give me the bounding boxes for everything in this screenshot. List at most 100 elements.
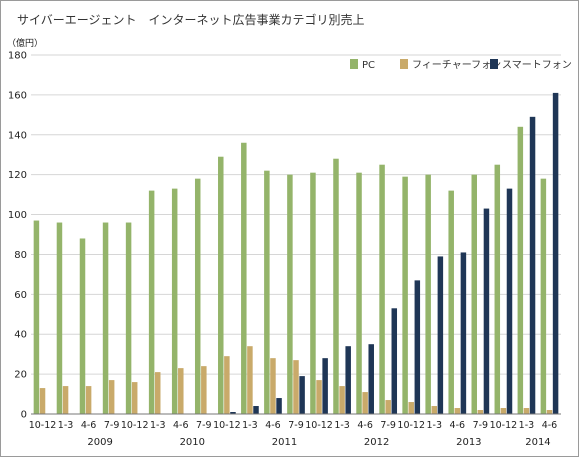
bar-pc (218, 156, 224, 414)
x-tick-label: 4-6 (542, 420, 558, 431)
bar-featurephone (500, 408, 507, 414)
x-tick-label: 1-3 (519, 420, 535, 431)
bar-smartphone (414, 280, 421, 414)
bar-featurephone (270, 358, 276, 414)
bar-smartphone (529, 116, 536, 415)
bar-smartphone (460, 252, 467, 414)
legend-label: フィーチャーフォン (412, 59, 501, 71)
bar-smartphone (437, 256, 444, 414)
bar-pc (56, 222, 63, 414)
x-tick-label: 1-3 (58, 420, 74, 431)
bar-pc (148, 190, 155, 414)
y-tick-label: 80 (14, 250, 27, 261)
legend-swatch (490, 59, 498, 69)
x-tick-label: 10-12 (305, 420, 333, 431)
bar-smartphone (299, 376, 305, 414)
bar-featurephone (201, 366, 207, 414)
bar-pc (310, 172, 316, 414)
bar-smartphone (322, 358, 328, 414)
bar-pc (287, 174, 293, 414)
year-label: 2011 (272, 437, 297, 448)
y-tick-label: 20 (14, 370, 27, 381)
bar-smartphone (276, 398, 282, 414)
bar-smartphone (483, 208, 490, 414)
bar-smartphone (230, 412, 236, 414)
bar-featurephone (131, 382, 138, 414)
x-tick-label: 10-12 (397, 420, 425, 431)
bar-featurephone (454, 408, 461, 414)
legend-label: スマートフォン (502, 60, 572, 71)
bar-featurephone (408, 402, 414, 414)
legend-label: PC (362, 60, 375, 71)
y-axis-unit: （億円） (7, 37, 43, 49)
bar-pc (425, 174, 431, 414)
x-tick-label: 10-12 (29, 420, 57, 431)
year-label: 2010 (180, 437, 205, 448)
bar-featurephone (154, 372, 161, 414)
bar-featurephone (316, 380, 322, 414)
bar-featurephone (362, 392, 368, 414)
x-tick-label: 7-9 (473, 420, 489, 431)
x-tick-label: 4-6 (265, 420, 281, 431)
year-label: 2009 (87, 437, 112, 448)
bar-featurephone (339, 386, 345, 414)
year-label: 2013 (456, 437, 481, 448)
y-tick-label: 120 (8, 170, 27, 181)
bar-pc (540, 178, 547, 414)
y-tick-label: 180 (8, 51, 27, 62)
y-tick-label: 100 (8, 210, 27, 221)
bar-smartphone (506, 188, 513, 414)
bar-featurephone (108, 380, 115, 414)
x-tick-label: 4-6 (173, 420, 189, 431)
bar-smartphone (552, 92, 559, 415)
bar-featurephone (293, 360, 299, 414)
bar-featurephone (546, 410, 553, 414)
x-tick-label: 1-3 (150, 420, 166, 431)
bar-pc (33, 220, 40, 414)
bar-pc (402, 176, 408, 414)
y-tick-label: 60 (14, 290, 27, 301)
x-tick-label: 1-3 (426, 420, 442, 431)
bar-pc (356, 172, 362, 414)
legend-swatch (350, 59, 358, 69)
bar-pc (333, 158, 339, 414)
bar-pc (125, 222, 132, 414)
y-tick-label: 0 (21, 410, 27, 421)
y-tick-label: 160 (8, 90, 27, 101)
bar-smartphone (253, 406, 259, 414)
bar-featurephone (431, 406, 438, 414)
x-tick-label: 10-12 (213, 420, 241, 431)
chart-title: サイバーエージェント インターネット広告事業カテゴリ別売上 (17, 13, 365, 27)
x-tick-label: 4-6 (357, 420, 373, 431)
year-label: 2014 (525, 437, 550, 448)
bar-featurephone (523, 408, 530, 414)
x-tick-label: 7-9 (196, 420, 212, 431)
bar-featurephone (178, 368, 184, 414)
x-tick-label: 10-12 (121, 420, 149, 431)
bar-pc (471, 174, 477, 414)
y-tick-label: 140 (8, 130, 27, 141)
x-tick-label: 7-9 (104, 420, 120, 431)
bar-smartphone (368, 344, 374, 414)
bar-pc (102, 222, 109, 414)
bar-pc (194, 178, 201, 414)
bar-pc (171, 188, 178, 414)
bar-featurephone (62, 386, 69, 414)
x-tick-label: 7-9 (288, 420, 304, 431)
year-label: 2012 (364, 437, 389, 448)
x-tick-label: 4-6 (450, 420, 466, 431)
bar-smartphone (391, 308, 398, 414)
legend-swatch (400, 59, 408, 69)
bar-pc (517, 126, 524, 415)
bar-pc (264, 170, 270, 414)
bar-featurephone (85, 386, 92, 414)
bar-featurephone (224, 356, 230, 414)
x-tick-label: 1-3 (334, 420, 350, 431)
bar-pc (241, 142, 247, 414)
bar-featurephone (477, 410, 484, 414)
y-tick-label: 40 (14, 330, 27, 341)
bar-smartphone (345, 346, 351, 414)
x-tick-label: 10-12 (490, 420, 518, 431)
